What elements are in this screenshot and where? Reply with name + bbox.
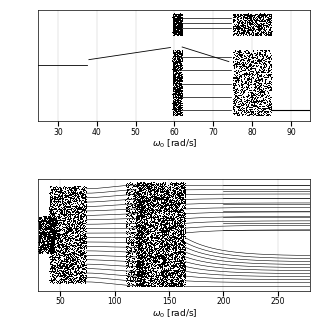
X-axis label: $\omega_0$ [rad/s]: $\omega_0$ [rad/s]: [152, 308, 197, 320]
X-axis label: $\omega_0$ [rad/s]: $\omega_0$ [rad/s]: [152, 138, 197, 150]
